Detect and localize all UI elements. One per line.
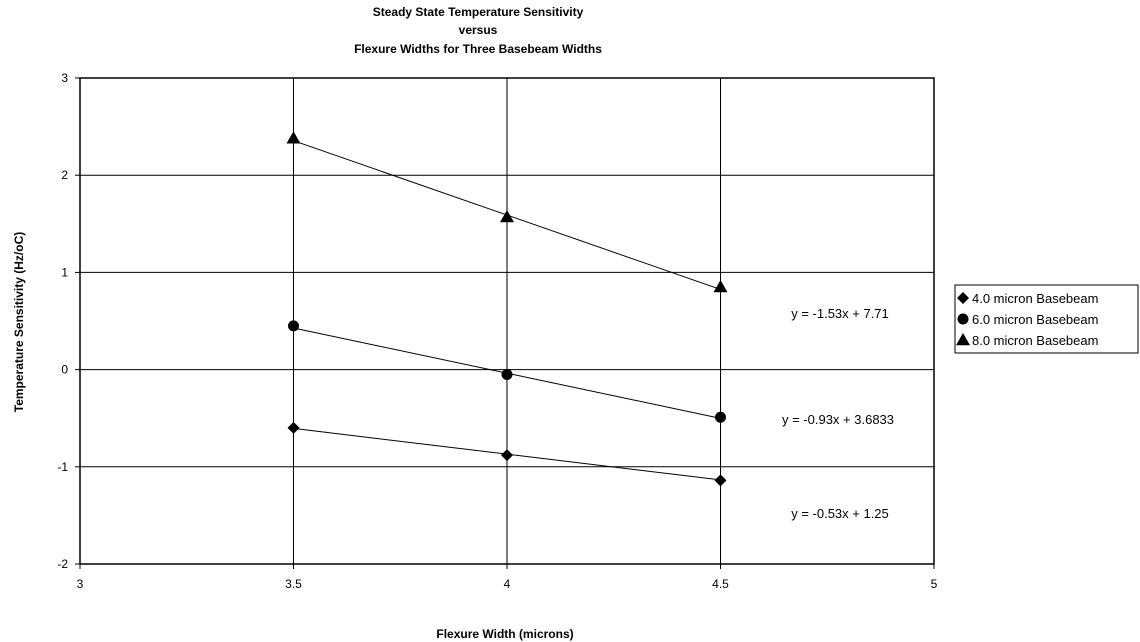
y-tick-label: 0 — [61, 363, 68, 377]
trendline-equations: y = -0.53x + 1.25 y = -0.93x + 3.6833 y = … — [782, 306, 894, 521]
data-markers — [286, 131, 728, 487]
chart-title-line-2: versus — [459, 23, 498, 37]
data-point-triangle — [713, 279, 728, 293]
tick-labels: -2 -1 0 1 2 3 3 3.5 4 4.5 5 — [57, 71, 937, 591]
trendline-equation-3: y = -1.53x + 7.71 — [791, 306, 889, 321]
legend-label: 8.0 micron Basebeam — [972, 333, 1098, 348]
data-point-diamond — [714, 474, 727, 487]
data-point-circle — [288, 320, 299, 332]
y-tick-label: 2 — [61, 168, 68, 182]
x-tick-label: 4 — [504, 577, 511, 591]
x-tick-label: 4.5 — [712, 577, 729, 591]
x-tick-label: 3.5 — [285, 577, 302, 591]
legend-marker-circle — [957, 313, 969, 325]
legend-label: 6.0 micron Basebeam — [972, 312, 1098, 327]
legend-label: 4.0 micron Basebeam — [972, 291, 1098, 306]
x-tick-label: 5 — [931, 577, 938, 591]
data-point-triangle — [500, 209, 514, 223]
y-tick-label: 3 — [61, 71, 68, 85]
y-axis-title: Temperature Sensitivity (Hz/oC) — [12, 232, 26, 412]
x-tick-label: 3 — [77, 577, 84, 591]
data-point-circle — [715, 411, 726, 423]
trendline-equation-2: y = -0.93x + 3.6833 — [782, 412, 894, 427]
chart-title-line-3: Flexure Widths for Three Basebeam Widths — [354, 42, 602, 56]
data-point-diamond — [287, 421, 300, 434]
legend-marker-diamond — [957, 292, 969, 304]
y-tick-label: 1 — [61, 265, 68, 279]
y-tick-label: -2 — [57, 557, 68, 571]
data-point-circle — [501, 368, 513, 380]
legend: 4.0 micron Basebeam 6.0 micron Basebeam 8.… — [954, 284, 1139, 354]
data-point-triangle — [286, 131, 301, 144]
trendline-equation-1: y = -0.53x + 1.25 — [791, 506, 889, 521]
legend-marker-triangle — [956, 333, 970, 346]
x-axis-title: Flexure Width (microns) — [436, 627, 573, 641]
chart-title-line-1: Steady State Temperature Sensitivity — [373, 5, 584, 19]
data-point-diamond — [501, 449, 513, 462]
y-tick-label: -1 — [57, 460, 68, 474]
legend-box — [954, 284, 1139, 354]
